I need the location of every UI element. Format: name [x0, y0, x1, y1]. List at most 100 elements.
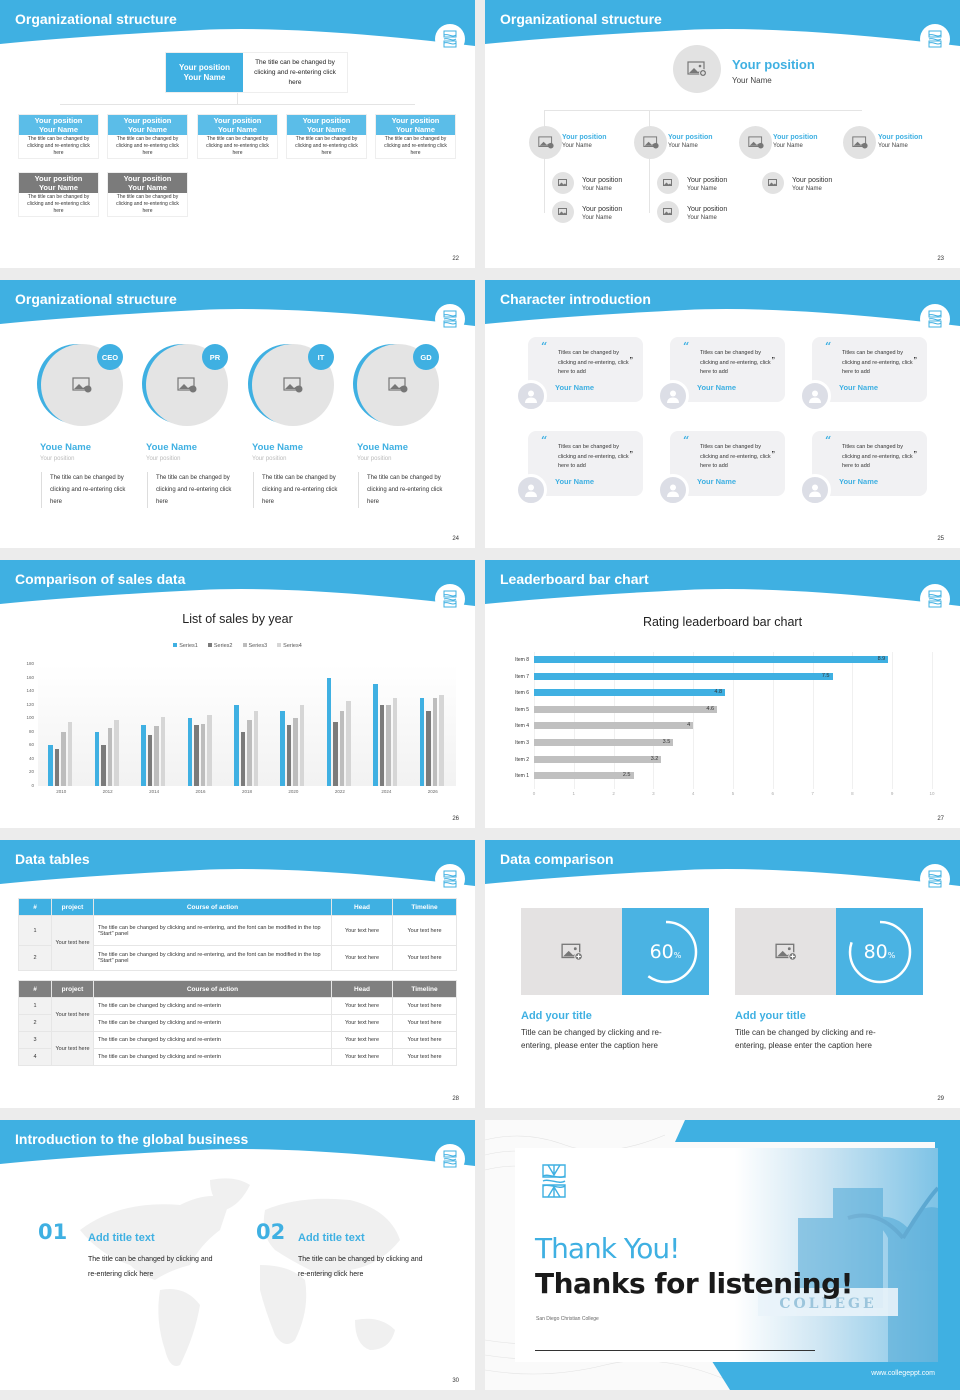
image-placeholder-icon[interactable] [657, 201, 679, 223]
leaderboard-bar-chart[interactable]: 0 1 2 3 4 5 6 7 8 9 10 Item 8 8.9 Item 7 7.5 Item 6 4.8 I… [485, 560, 960, 828]
column-header[interactable]: project [51, 898, 94, 916]
chart-bar[interactable] [234, 704, 239, 786]
chart-bar[interactable] [293, 718, 298, 786]
chart-bar[interactable] [54, 748, 60, 786]
chart-bar[interactable] [200, 723, 206, 786]
chart-bar[interactable] [379, 704, 385, 786]
top-position-box[interactable]: Your position Your Name The title can be … [165, 52, 348, 93]
chart-bar[interactable] [107, 728, 113, 786]
chart-bar[interactable] [147, 735, 153, 786]
column-header[interactable]: Head [331, 898, 393, 916]
chart-bar[interactable] [247, 719, 252, 786]
legend-item[interactable]: Series3 [242, 643, 267, 649]
slide-25[interactable]: Character introduction “ Titles can be ch… [485, 280, 960, 548]
chart-bar[interactable] [439, 694, 444, 786]
slide-30[interactable]: Introduction to the global business 01 A… [0, 1120, 475, 1390]
chart-bar[interactable] [432, 697, 438, 786]
chart-bar[interactable] [346, 701, 351, 786]
chart-bar[interactable] [333, 721, 338, 786]
image-placeholder-icon[interactable] [673, 45, 721, 93]
image-placeholder-icon[interactable] [657, 172, 679, 194]
chart-bar[interactable] [61, 731, 66, 786]
person-photo[interactable]: PR [142, 344, 228, 426]
chart-bar[interactable] [48, 745, 53, 786]
chart-bar[interactable] [286, 725, 292, 786]
chart-bar[interactable]: 3.5 [534, 739, 674, 746]
image-placeholder-icon[interactable] [762, 172, 784, 194]
chart-bar[interactable] [207, 714, 212, 786]
image-placeholder-icon[interactable] [735, 908, 836, 995]
image-placeholder-icon[interactable] [552, 172, 574, 194]
org-card[interactable]: Your position Your Name The title can be c… [107, 172, 188, 217]
chart-bar[interactable] [240, 731, 245, 786]
chart-bar[interactable] [160, 716, 166, 786]
column-header[interactable]: Course of action [93, 898, 332, 916]
legend-item[interactable]: Series2 [207, 643, 233, 649]
slide-26[interactable]: Comparison of sales data List of sales b… [0, 560, 475, 828]
table-row[interactable]: 1 Your text here The title can be change… [18, 915, 457, 971]
chart-bar[interactable]: 8.9 [534, 656, 889, 663]
chart-bar[interactable]: 3.2 [534, 755, 662, 763]
slide-23[interactable]: Organizational structure Your position Yo… [485, 0, 960, 268]
chart-bar[interactable] [426, 711, 431, 786]
chart-bar[interactable] [187, 718, 193, 786]
chart-bar[interactable]: 4.6 [534, 705, 718, 713]
chart-bar[interactable] [101, 745, 106, 786]
column-header[interactable]: Timeline [392, 980, 457, 998]
legend-item[interactable]: Series1 [173, 643, 198, 649]
slide-22[interactable]: Organizational structure Your position Yo… [0, 0, 475, 268]
chart-bar[interactable] [94, 731, 100, 786]
chart-bar[interactable] [141, 725, 146, 786]
slide-27[interactable]: Leaderboard bar chart Rating leaderboard… [485, 560, 960, 828]
table-row[interactable]: 4 The title can be changed by clicking a… [18, 1048, 457, 1066]
chart-bar[interactable] [386, 704, 391, 786]
testimonial-card[interactable]: “ Titles can be changed by clicking and r… [670, 431, 785, 496]
testimonial-card[interactable]: “ Titles can be changed by clicking and r… [812, 431, 927, 496]
column-header[interactable]: # [18, 898, 52, 916]
testimonial-card[interactable]: “ Titles can be changed by clicking and r… [528, 337, 643, 402]
column-chart[interactable]: 0 20 40 60 80 100 120 140 160 180 2010 2012 2014 2016… [0, 560, 475, 828]
column-header[interactable]: Head [331, 980, 393, 998]
column-header[interactable]: Timeline [392, 898, 457, 916]
chart-bar[interactable] [253, 711, 258, 786]
org-card[interactable]: Your position Your Name The title can be c… [197, 114, 278, 159]
column-header[interactable]: # [18, 980, 52, 998]
chart-bar[interactable]: 4 [534, 722, 694, 730]
chart-bar[interactable] [114, 719, 119, 786]
chart-bar[interactable] [373, 684, 378, 786]
chart-bar[interactable] [419, 697, 425, 786]
org-card[interactable]: Your position Your Name The title can be c… [107, 114, 188, 159]
table-row[interactable]: 2 The title can be changed by clicking a… [18, 1014, 457, 1032]
chart-bar[interactable] [194, 725, 199, 786]
column-header[interactable]: project [51, 980, 94, 998]
person-photo[interactable]: CEO [37, 344, 123, 426]
testimonial-card[interactable]: “ Titles can be changed by clicking and r… [670, 337, 785, 402]
image-placeholder-icon[interactable] [843, 126, 876, 159]
person-photo[interactable]: GD [353, 344, 439, 426]
slide-28[interactable]: Data tables # project Course of action H… [0, 840, 475, 1108]
org-card[interactable]: Your position Your Name The title can be c… [375, 114, 456, 159]
org-card[interactable]: Your position Your Name The title can be c… [18, 114, 99, 159]
chart-bar[interactable] [280, 711, 285, 786]
person-photo[interactable]: IT [248, 344, 334, 426]
org-card[interactable]: Your position Your Name The title can be c… [286, 114, 367, 159]
testimonial-card[interactable]: “ Titles can be changed by clicking and r… [528, 431, 643, 496]
slide-31-thank-you[interactable]: COLLEGE San Diego Christian College www.… [485, 1120, 960, 1390]
slide-29[interactable]: Data comparison 60% Add your title Title… [485, 840, 960, 1108]
table-row[interactable]: 1 Your text here The title can be change… [18, 997, 457, 1032]
image-placeholder-icon[interactable] [521, 908, 622, 995]
chart-bar[interactable] [67, 721, 73, 786]
chart-bar[interactable] [299, 704, 305, 786]
table-row[interactable]: 3 Your text here The title can be change… [18, 1031, 457, 1066]
org-card[interactable]: Your position Your Name The title can be c… [18, 172, 99, 217]
chart-bar[interactable]: 2.5 [534, 772, 634, 780]
chart-bar[interactable]: 7.5 [534, 672, 833, 680]
website-link[interactable]: www.collegeppt.com [871, 1370, 935, 1377]
testimonial-card[interactable]: “ Titles can be changed by clicking and r… [812, 337, 927, 402]
chart-bar[interactable] [326, 677, 332, 786]
chart-bar[interactable] [154, 726, 159, 786]
image-placeholder-icon[interactable] [739, 126, 772, 159]
image-placeholder-icon[interactable] [552, 201, 574, 223]
slide-24[interactable]: Organizational structure CEO PR IT GD Yo… [0, 280, 475, 548]
chart-bar[interactable]: 4.8 [534, 689, 726, 697]
